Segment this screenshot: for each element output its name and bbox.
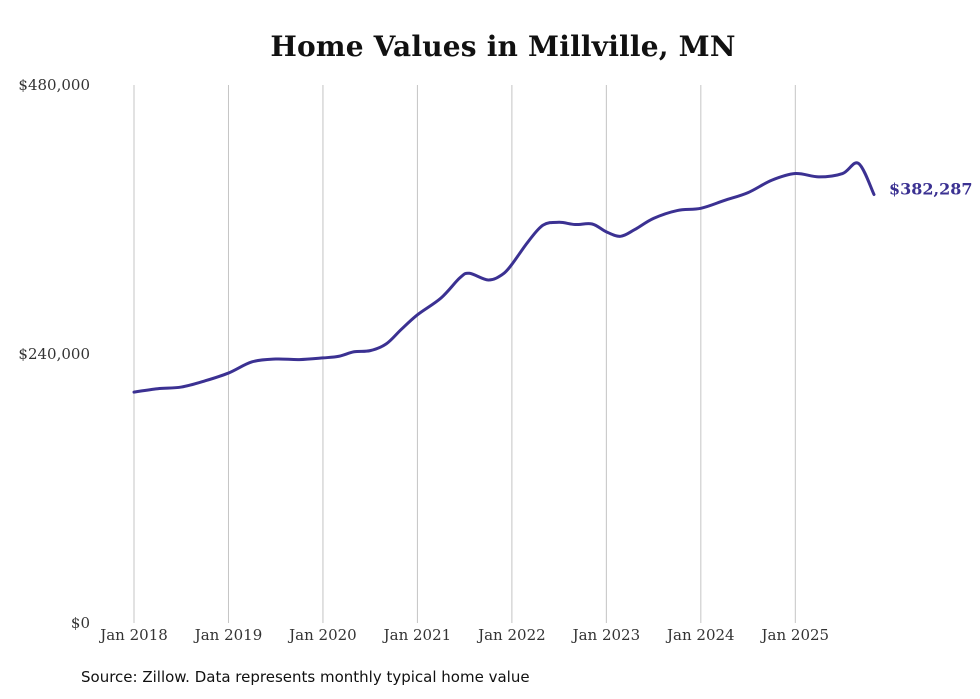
end-value-label: $382,287 [889,180,973,199]
y-axis-labels: $0 $240,000 $480,000 [18,76,90,632]
source-note: Source: Zillow. Data represents monthly … [81,668,530,686]
x-tick-label: Jan 2019 [193,626,263,644]
series-line-home-value [132,161,876,394]
end-label-layer: $382,287 [889,180,973,199]
x-tick-label: Jan 2023 [571,626,641,644]
series-layer [132,161,876,394]
chart-title: Home Values in Millville, MN [270,30,736,63]
x-axis-labels: Jan 2018 Jan 2019 Jan 2020 Jan 2021 Jan 2022… [98,626,829,644]
x-tick-label: Jan 2018 [98,626,168,644]
y-tick-label: $240,000 [18,345,90,363]
x-tick-label: Jan 2021 [382,626,452,644]
x-tick-label: Jan 2025 [760,626,830,644]
vertical-gridlines [133,85,796,623]
x-tick-label: Jan 2022 [476,626,546,644]
x-tick-label: Jan 2020 [287,626,357,644]
y-tick-label: $0 [71,614,90,632]
x-tick-label: Jan 2024 [665,626,735,644]
y-tick-label: $480,000 [18,76,90,94]
